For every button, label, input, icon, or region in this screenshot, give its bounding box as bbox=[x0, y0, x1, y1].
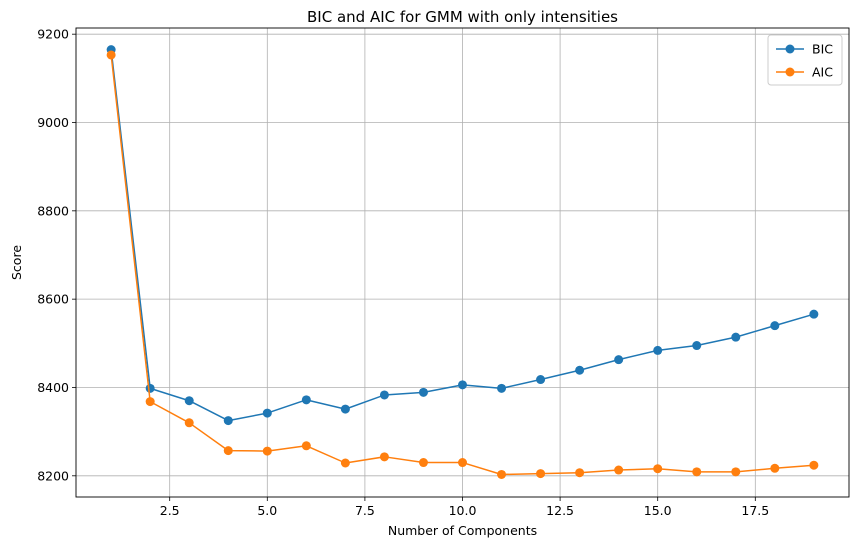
data-point-bic bbox=[340, 404, 350, 414]
data-point-bic bbox=[379, 390, 389, 400]
data-point-aic bbox=[731, 467, 741, 477]
legend: BIC AIC bbox=[767, 34, 843, 86]
y-tick-label: 8200 bbox=[37, 468, 69, 483]
data-point-bic bbox=[262, 408, 272, 418]
data-point-bic bbox=[614, 355, 624, 365]
data-point-bic bbox=[145, 383, 155, 393]
y-tick-label: 8400 bbox=[37, 380, 69, 395]
data-point-aic bbox=[575, 468, 585, 478]
data-point-aic bbox=[184, 418, 194, 428]
data-point-bic bbox=[301, 395, 311, 405]
data-point-bic bbox=[418, 387, 428, 397]
data-point-aic bbox=[692, 467, 702, 477]
x-tick-label: 5.0 bbox=[257, 503, 277, 518]
y-axis-label: Score bbox=[9, 245, 24, 280]
data-point-aic bbox=[458, 458, 467, 468]
y-tick-label: 9200 bbox=[37, 27, 69, 42]
data-point-bic bbox=[809, 309, 819, 319]
series-group bbox=[106, 45, 819, 479]
x-tick-label: 17.5 bbox=[741, 503, 769, 518]
data-point-aic bbox=[145, 397, 155, 407]
data-point-aic bbox=[770, 463, 780, 473]
x-tick-label: 12.5 bbox=[546, 503, 574, 518]
x-axis-label: Number of Components bbox=[388, 523, 537, 538]
data-point-bic bbox=[536, 375, 546, 385]
x-tick-label: 7.5 bbox=[355, 503, 375, 518]
legend-marker-aic bbox=[785, 67, 795, 77]
data-point-aic bbox=[379, 452, 389, 462]
axis-ticks: 2.5 5.0 7.5 10.0 12.5 15.0 17.5 8200 8400 8600 880… bbox=[37, 27, 769, 518]
data-point-aic bbox=[223, 446, 233, 456]
grid-lines bbox=[76, 28, 849, 497]
x-tick-label: 15.0 bbox=[644, 503, 672, 518]
legend-label-bic: BIC bbox=[812, 42, 833, 57]
data-point-aic bbox=[614, 465, 624, 475]
legend-label-aic: AIC bbox=[812, 65, 833, 80]
data-point-aic bbox=[536, 469, 546, 479]
x-tick-label: 10.0 bbox=[449, 503, 477, 518]
data-point-aic bbox=[301, 441, 311, 451]
data-point-bic bbox=[575, 365, 585, 375]
data-point-aic bbox=[340, 458, 350, 468]
y-tick-label: 9000 bbox=[37, 115, 69, 130]
data-point-bic bbox=[692, 341, 702, 351]
data-point-aic bbox=[653, 464, 663, 474]
data-point-bic bbox=[731, 332, 741, 342]
data-point-aic bbox=[809, 460, 819, 470]
data-point-bic bbox=[497, 383, 507, 393]
y-tick-label: 8800 bbox=[37, 203, 69, 218]
data-point-aic bbox=[262, 446, 272, 456]
y-tick-label: 8600 bbox=[37, 292, 69, 307]
x-tick-label: 2.5 bbox=[160, 503, 180, 518]
data-point-bic bbox=[223, 416, 233, 426]
legend-marker-bic bbox=[785, 44, 795, 54]
data-point-bic bbox=[770, 321, 780, 331]
data-point-bic bbox=[458, 380, 467, 390]
data-point-aic bbox=[497, 469, 507, 479]
data-point-bic bbox=[184, 396, 194, 406]
data-point-aic bbox=[418, 458, 428, 468]
chart-title: BIC and AIC for GMM with only intensitie… bbox=[307, 8, 618, 26]
data-point-aic bbox=[106, 50, 116, 60]
data-point-bic bbox=[653, 345, 663, 355]
